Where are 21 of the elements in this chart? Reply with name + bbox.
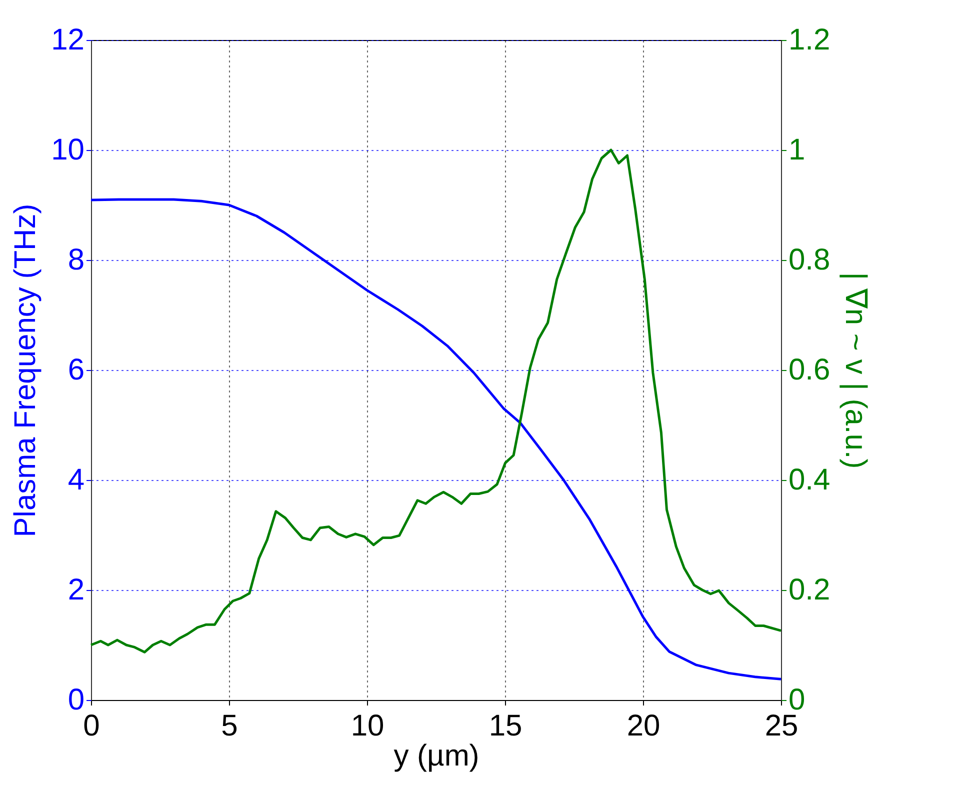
x-tick-label: 10 [350,710,384,742]
y-tick-label: 0 [68,684,84,716]
y2-tick-label: 0.4 [788,464,830,496]
y2-tick-label: 1.2 [788,24,830,56]
y-tick-label: 10 [51,134,84,166]
y-tick-label: 12 [51,24,84,56]
y-axis-title: Plasma Frequency (THz) [9,204,42,538]
y2-tick-label: 0.8 [788,244,830,276]
y-tick-label: 8 [68,244,84,276]
x-tick-label: 25 [764,710,798,742]
x-tick-label: 20 [626,710,660,742]
x-tick-label: 5 [221,710,238,742]
x-tick-label: 15 [488,710,522,742]
y-tick-label: 4 [68,464,84,496]
y2-tick-label: 1 [788,134,806,166]
y2-tick-label: 0.2 [788,574,830,606]
y2-axis-title: | ∇n ~ v | (a.u.) [839,272,872,469]
y2-tick-label: 0.6 [788,354,830,386]
x-axis-title: y (µm) [394,740,480,772]
y-tick-label: 6 [68,354,84,386]
y-tick-label: 2 [68,574,84,606]
